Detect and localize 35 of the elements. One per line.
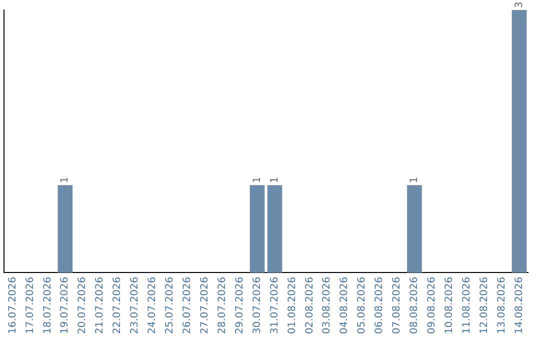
- data-label: 3: [514, 2, 525, 8]
- x-tick-label: 13.08.2026: [496, 276, 508, 334]
- data-label: 1: [269, 176, 280, 184]
- x-tick-label: 07.08.2026: [392, 276, 403, 334]
- x-tick-label: 09.08.2026: [426, 276, 438, 334]
- x-tick-label: 06.08.2026: [374, 276, 386, 334]
- data-label: 1: [409, 176, 420, 184]
- x-tick-label: 20.07.2026: [77, 276, 88, 334]
- x-tick-label: 27.07.2026: [199, 276, 210, 334]
- x-tick-label: 10.08.2026: [444, 276, 455, 334]
- x-tick-label: 16.07.2026: [7, 276, 18, 334]
- x-tick-label: 02.08.2026: [304, 276, 316, 334]
- x-tick-label: 22.07.2026: [112, 276, 124, 334]
- x-tick-label: 08.08.2026: [409, 276, 420, 334]
- x-tick-label: 19.07.2026: [60, 276, 71, 334]
- x-tick-label: 17.07.2026: [24, 276, 36, 334]
- x-tick-label: 05.08.2026: [356, 276, 368, 334]
- x-tick-label: 30.07.2026: [252, 276, 263, 334]
- x-tick-label: 11.08.2026: [461, 276, 472, 334]
- x-tick-label: 28.07.2026: [216, 276, 228, 334]
- x-tick-label: 31.07.2026: [269, 276, 280, 334]
- x-tick-label: 01.08.2026: [286, 276, 298, 334]
- x-tick-label: 25.07.2026: [164, 276, 176, 334]
- data-label: 1: [252, 176, 263, 184]
- x-tick-label: 14.08.2026: [514, 276, 525, 334]
- x-tick-label: 26.07.2026: [182, 276, 193, 334]
- x-tick-label: 12.08.2026: [478, 276, 490, 334]
- x-tick-label: 04.08.2026: [339, 276, 350, 334]
- x-tick-label: 21.07.2026: [94, 276, 106, 334]
- x-tick-label: 03.08.2026: [322, 276, 333, 334]
- x-tick-label: 18.07.2026: [42, 276, 54, 334]
- x-tick-label: 23.07.2026: [130, 276, 141, 334]
- x-tick-label: 29.07.2026: [234, 276, 246, 334]
- x-tick-label: 24.07.2026: [147, 276, 158, 334]
- data-label: 1: [60, 176, 71, 184]
